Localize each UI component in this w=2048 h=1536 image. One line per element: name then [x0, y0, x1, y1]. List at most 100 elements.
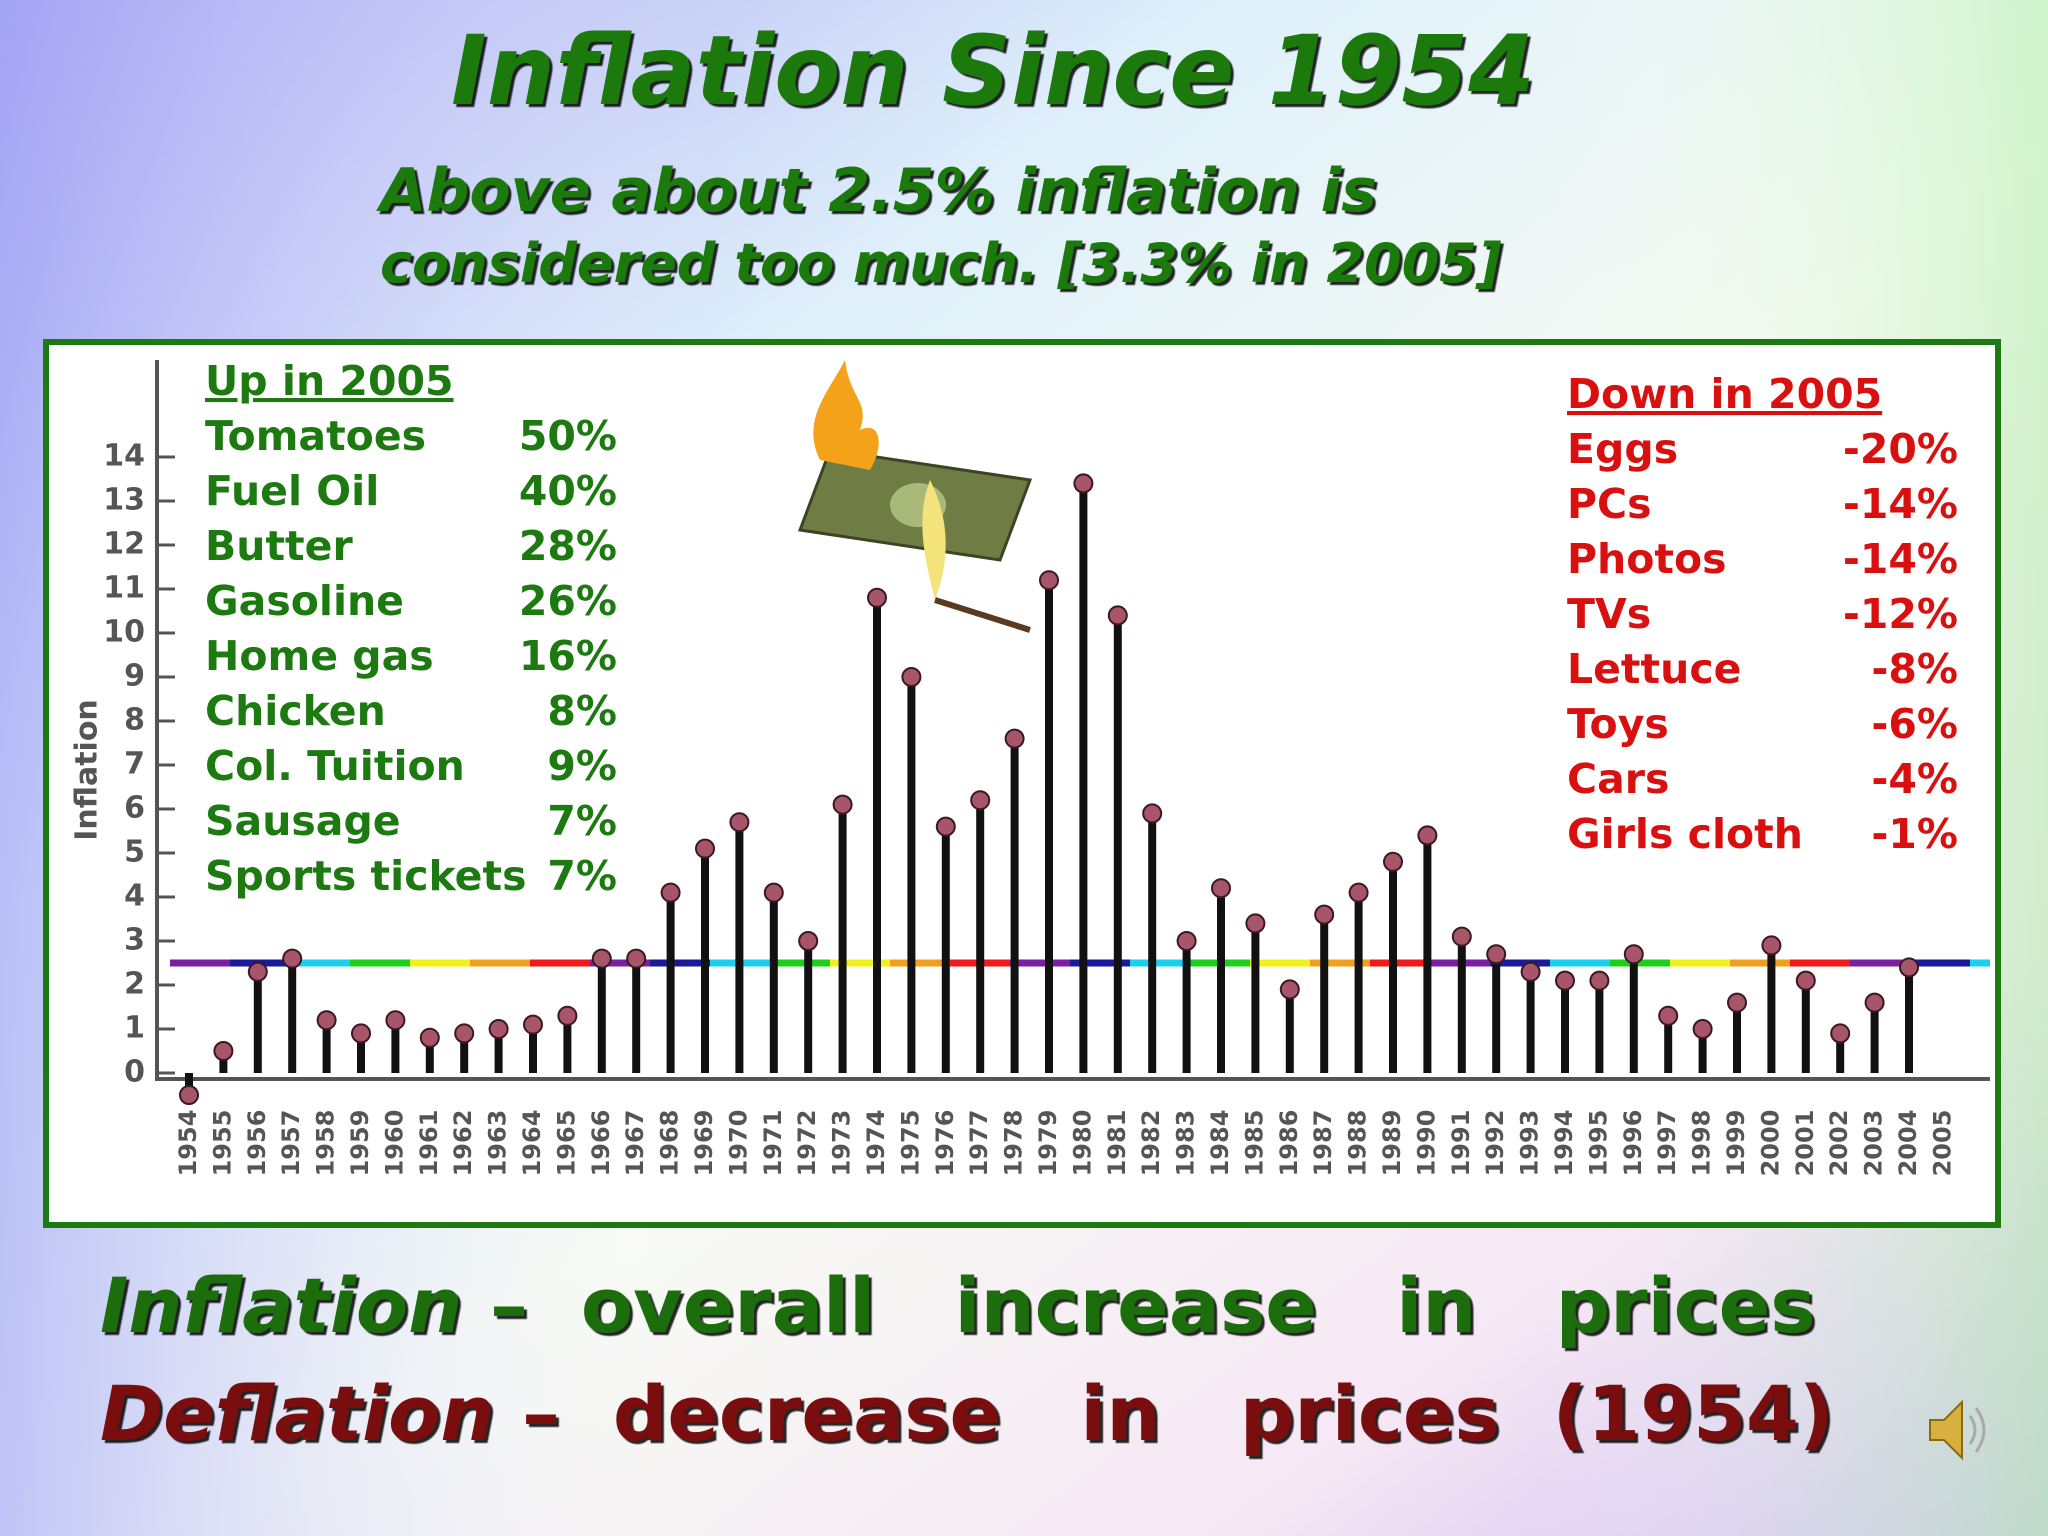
x-tick-label: 1989 [1378, 1110, 1406, 1177]
annotation-item: Fuel Oil [205, 467, 379, 515]
x-tick-label: 1970 [724, 1110, 752, 1177]
x-tick-label: 2005 [1928, 1110, 1956, 1177]
y-tick-label: 8 [124, 703, 145, 738]
x-tick-label: 1992 [1481, 1110, 1509, 1177]
title: Inflation Since 1954 [451, 15, 1535, 127]
speaker-icon[interactable] [1929, 1399, 1986, 1461]
marker [1383, 851, 1403, 872]
footer-term: Deflation [100, 1369, 494, 1458]
x-tick-label: 1987 [1309, 1110, 1337, 1177]
x-tick-label: 1973 [828, 1110, 856, 1177]
annotation-item: Home gas [205, 632, 434, 680]
marker [523, 1014, 543, 1035]
marker [282, 948, 303, 969]
marker [1899, 957, 1919, 978]
marker [1520, 961, 1541, 982]
x-tick-label: 1976 [931, 1110, 959, 1177]
y-tick-label: 0 [124, 1055, 145, 1090]
marker [419, 1027, 440, 1048]
x-tick-label: 1979 [1034, 1110, 1062, 1177]
marker [1451, 926, 1472, 947]
marker [316, 1010, 337, 1031]
marker [1314, 904, 1335, 925]
annotation-title: Up in 2005 [205, 357, 454, 405]
x-tick-label: 1978 [1000, 1110, 1028, 1177]
annotation-value: 9% [547, 742, 617, 790]
annotation-value: 7% [547, 797, 617, 845]
y-axis-label: Inflation [70, 699, 105, 841]
annotation-value: -1% [1871, 810, 1958, 858]
speaker-waves[interactable] [1968, 1407, 1986, 1453]
x-tick-label: 1980 [1068, 1110, 1096, 1177]
marker [213, 1041, 234, 1061]
marker [179, 1085, 199, 1105]
marker [660, 882, 681, 903]
x-tick-label: 1957 [277, 1110, 305, 1177]
annotation-item: Photos [1567, 535, 1727, 583]
annotation-item: TVs [1567, 590, 1651, 638]
x-tick-label: 1967 [621, 1110, 649, 1177]
marker [1073, 473, 1094, 494]
x-tick-label: 1997 [1653, 1110, 1681, 1177]
x-tick-label: 1958 [312, 1110, 340, 1177]
x-tick-label: 1996 [1619, 1110, 1647, 1177]
marker [970, 790, 991, 811]
y-tick-label: 1 [124, 1011, 145, 1046]
x-tick-label: 1960 [380, 1110, 408, 1177]
marker [351, 1023, 371, 1044]
annotation-item: Gasoline [205, 577, 404, 625]
marker [1211, 878, 1231, 899]
y-tick-label: 13 [103, 483, 145, 518]
x-tick-label: 1961 [415, 1110, 443, 1177]
annotation-value: -12% [1843, 590, 1958, 638]
x-tick-label: 1959 [346, 1110, 374, 1177]
marker [1279, 979, 1300, 1000]
footer-definition: – overall increase in prices [490, 1261, 1815, 1350]
marker [591, 948, 612, 969]
marker [1658, 1005, 1679, 1026]
marker [1245, 913, 1266, 934]
x-tick-label: 2004 [1894, 1110, 1922, 1177]
marker [247, 961, 268, 982]
marker [1107, 605, 1128, 626]
x-tick-label: 1963 [484, 1110, 512, 1177]
marker [901, 667, 922, 687]
x-tick-label: 2003 [1860, 1110, 1888, 1177]
x-tick-label: 1982 [1137, 1110, 1165, 1177]
annotation-item: Butter [205, 522, 353, 570]
x-tick-label: 1972 [793, 1110, 821, 1177]
speaker-body[interactable] [1929, 1399, 1963, 1461]
footer: Inflation – overall increase in prices Def… [100, 1261, 1834, 1458]
annotation-title: Down in 2005 [1567, 370, 1882, 418]
marker [1348, 882, 1369, 903]
x-tick-label: 1966 [587, 1110, 615, 1177]
x-tick-label: 1964 [518, 1110, 546, 1177]
marker [1623, 944, 1644, 965]
x-tick-label: 1962 [449, 1110, 477, 1177]
annotation-value: -4% [1871, 755, 1958, 803]
y-tick-label: 14 [103, 439, 145, 474]
marker [695, 838, 715, 859]
x-tick-label: 1977 [965, 1110, 993, 1177]
annotation-item: PCs [1567, 480, 1652, 528]
annotation-value: 7% [547, 852, 617, 900]
marker [729, 812, 750, 833]
marker [832, 794, 853, 815]
x-tick-label: 1974 [862, 1110, 890, 1177]
marker [1761, 935, 1782, 956]
y-tick-label: 4 [124, 879, 145, 914]
annotation-item: Chicken [205, 687, 386, 735]
x-tick-label: 1990 [1412, 1110, 1440, 1177]
marker [1004, 728, 1025, 749]
marker [798, 931, 819, 951]
marker [1176, 931, 1197, 951]
annotation-item: Col. Tuition [205, 742, 465, 790]
x-tick-label: 2002 [1825, 1110, 1853, 1177]
x-tick-label: 1984 [1206, 1110, 1234, 1177]
marker [454, 1023, 475, 1044]
x-tick-label: 1999 [1722, 1110, 1750, 1177]
y-tick-label: 5 [124, 835, 145, 870]
x-tick-label: 2001 [1791, 1110, 1819, 1177]
marker [867, 587, 887, 608]
x-tick-label: 1986 [1275, 1110, 1303, 1177]
